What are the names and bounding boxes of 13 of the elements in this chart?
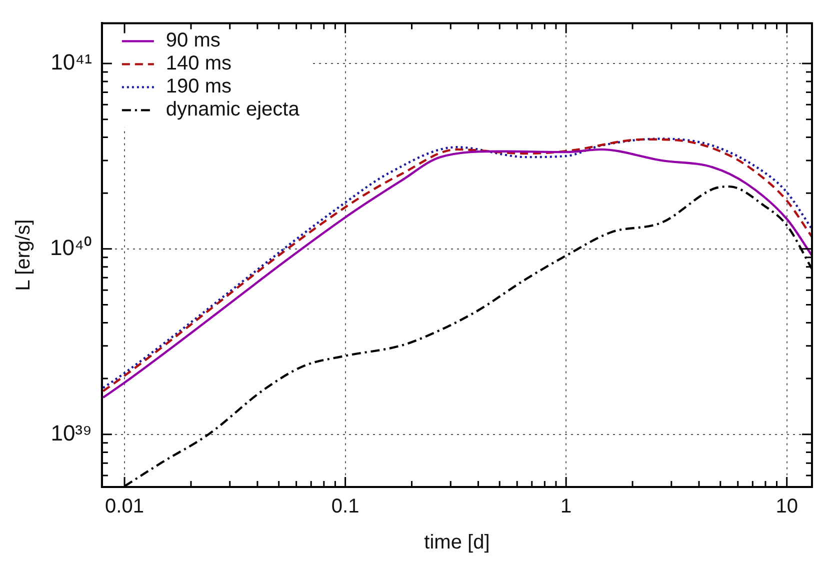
y-tick-label: 10⁴¹ [50,50,92,75]
x-axis-title: time [d] [424,532,490,554]
legend-label: 90 ms [166,30,220,52]
legend-label: 140 ms [166,52,232,75]
y-tick-label: 10⁴⁰ [50,234,92,260]
legend-label: 190 ms [166,76,232,98]
x-tick-label: 0.01 [105,496,144,518]
y-axis-title: L [erg/s] [12,219,35,291]
x-tick-label: 1 [560,496,572,518]
legend-label: dynamic ejecta [166,98,300,121]
y-tick-label: 10³⁹ [50,420,92,446]
x-tick-label: 10 [776,496,798,518]
x-tick-label: 0.1 [331,496,360,518]
